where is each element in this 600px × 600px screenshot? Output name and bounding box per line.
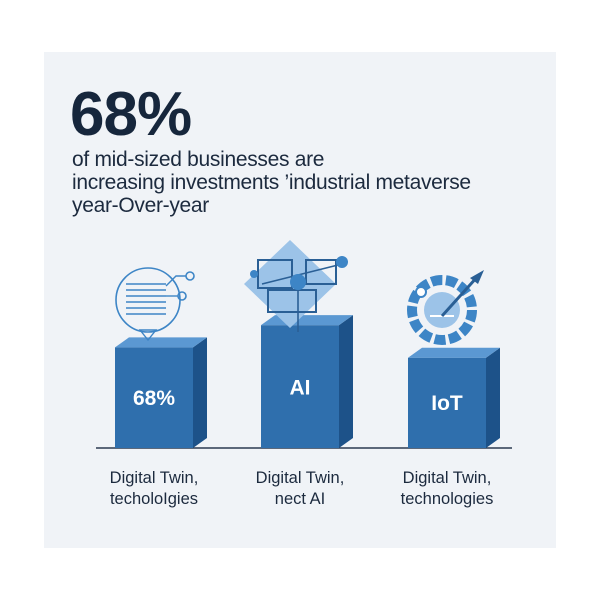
icon-ring (115, 267, 181, 333)
icon-node (177, 291, 187, 301)
icon-needle-tip (470, 270, 484, 284)
icon-frame (305, 259, 337, 285)
bar-top (115, 337, 207, 348)
headline-line: year-Over-year (72, 194, 209, 217)
icon-hub (290, 274, 306, 290)
icon-node (185, 271, 195, 281)
headline-line: increasing investments ’industrial metav… (72, 171, 471, 194)
bar-front (408, 357, 486, 448)
icon-needle (440, 274, 480, 318)
icon-node (415, 286, 427, 298)
bar-side (193, 337, 207, 448)
network-diagram-icon (244, 240, 348, 332)
category-label-line: nect AI (274, 490, 326, 508)
icon-node (336, 256, 348, 268)
headline-line: of mid-sized businesses are (72, 148, 325, 171)
gauge-dial-icon (407, 270, 484, 345)
bar-label: IoT (431, 392, 463, 415)
bar-top (261, 315, 353, 326)
bar-side (339, 315, 353, 448)
document-network-icon (115, 267, 195, 342)
bar-side (486, 347, 500, 448)
bar: IoT (408, 347, 500, 448)
bar-top (408, 347, 500, 358)
category-label: Digital Twin, nect AI (225, 468, 375, 510)
bar-front (115, 347, 193, 448)
category-label-line: techoloIgies (109, 490, 199, 508)
category-label-line: Digital Twin, (255, 469, 345, 487)
headline-stat: 68% (70, 80, 192, 149)
category-label: Digital Twin, technologies (372, 468, 522, 510)
bar: AI (261, 315, 353, 448)
icon-node (250, 270, 258, 278)
category-label-line: Digital Twin, (402, 469, 492, 487)
bar: 68% (115, 337, 207, 448)
category-label-line: technologies (400, 490, 494, 508)
category-label-line: Digital Twin, (109, 469, 199, 487)
headline-description: of mid-sized businesses are increasing i… (72, 148, 542, 217)
bar-label: AI (290, 377, 311, 400)
bar-front (261, 325, 339, 448)
icon-pointer (138, 329, 158, 342)
bar-label: 68% (133, 387, 175, 410)
icon-connector (165, 275, 186, 287)
icon-link (261, 263, 343, 285)
icon-dial-ring (407, 275, 477, 345)
icon-dial-center (424, 292, 460, 328)
category-label: Digital Twin, techoloIgies (79, 468, 229, 510)
icon-frame (267, 289, 317, 313)
